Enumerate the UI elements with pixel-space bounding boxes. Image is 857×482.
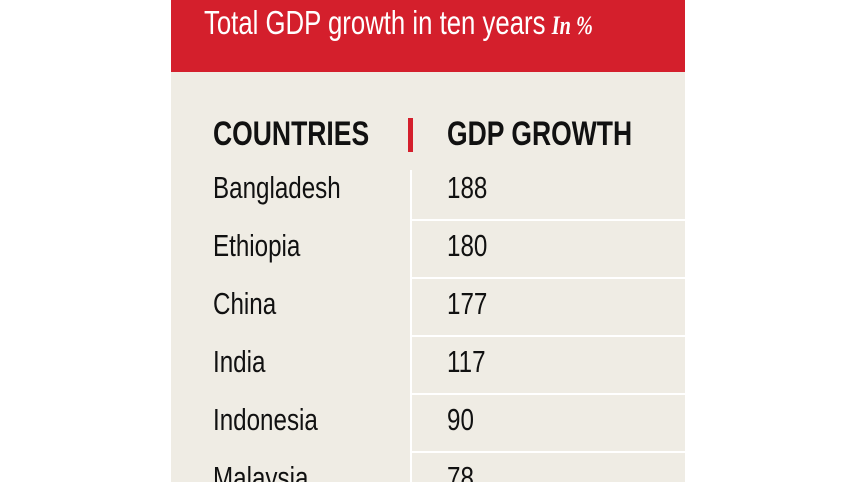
gdp-growth-value: 117 [447, 344, 486, 379]
column-separator [408, 118, 413, 152]
column-header: GDP GROWTH [447, 115, 633, 153]
row-divider [410, 277, 685, 279]
column-header: COUNTRIES [213, 115, 370, 153]
country-name: China [213, 286, 277, 321]
header-bar: Total GDP growth in ten years In % [171, 0, 685, 72]
header: Total GDP growth in ten years In % [204, 6, 593, 39]
gdp-growth-value: 180 [447, 228, 488, 263]
gdp-growth-value: 90 [447, 402, 474, 437]
gdp-growth-value: 177 [447, 286, 488, 321]
title: Total GDP growth in ten years [204, 4, 546, 41]
row-divider [410, 451, 685, 453]
country-name: Bangladesh [213, 170, 341, 205]
country-name: Indonesia [213, 402, 318, 437]
unit: In % [551, 11, 593, 40]
column-divider [410, 170, 412, 482]
row-divider [410, 219, 685, 221]
country-name: Malaysia [213, 460, 309, 482]
gdp-growth-value: 188 [447, 170, 488, 205]
country-name: India [213, 344, 266, 379]
gdp-growth-value: 78 [447, 460, 474, 482]
row-divider [410, 335, 685, 337]
row-divider [410, 393, 685, 395]
country-name: Ethiopia [213, 228, 301, 263]
table-panel: Total GDP growth in ten years In % COUNTR… [171, 0, 685, 482]
